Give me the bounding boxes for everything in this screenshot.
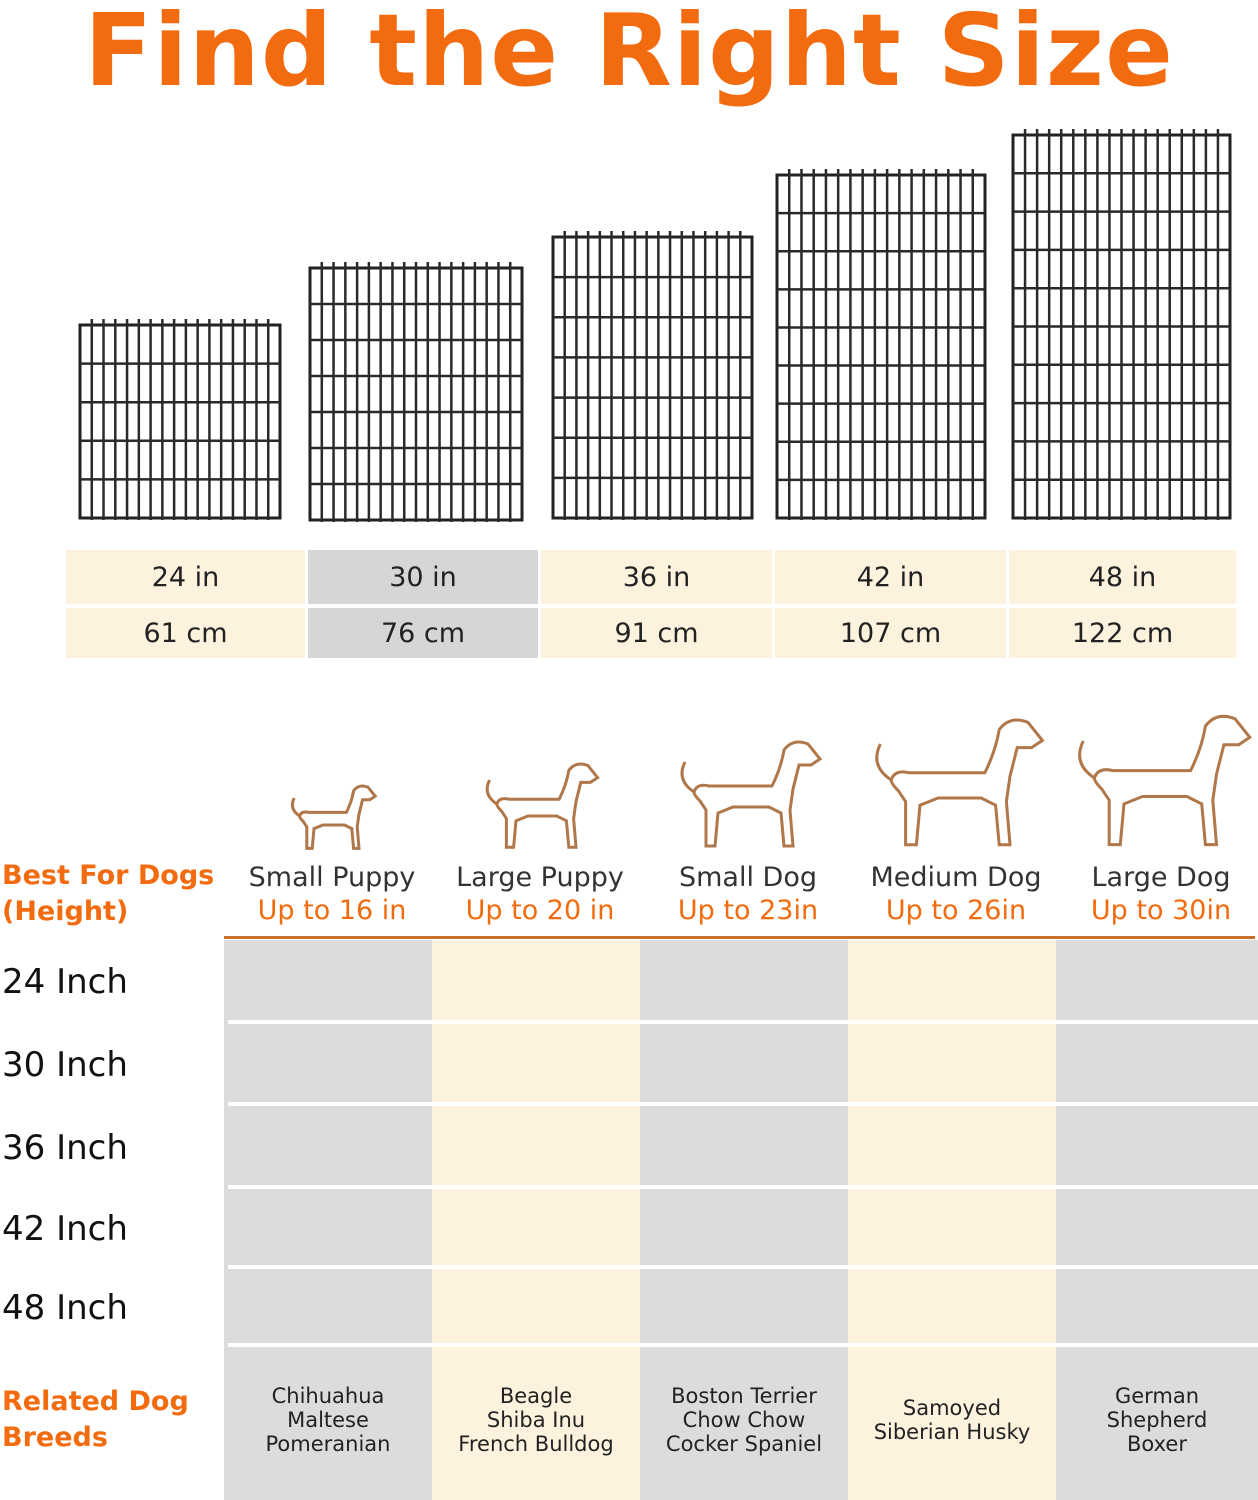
breed-name: Shepherd xyxy=(1106,1408,1208,1432)
dog-height: Up to 30in xyxy=(1090,895,1232,926)
breed-list: Boston Terrier Chow Chow Cocker Spaniel xyxy=(640,1347,848,1493)
breed-name: Beagle xyxy=(499,1384,573,1408)
dog-name: Small Puppy xyxy=(248,862,416,893)
breed-name: Boston Terrier xyxy=(671,1384,817,1408)
size-cm: 91 cm xyxy=(541,608,772,658)
header-label: (Height) xyxy=(2,896,129,927)
row-separator xyxy=(228,1343,1258,1347)
breed-list: Samoyed Siberian Husky xyxy=(848,1347,1056,1493)
row-label: 24 Inch xyxy=(2,962,128,1002)
size-inches: 48 in xyxy=(1009,550,1236,604)
breeds-label: Breeds xyxy=(2,1422,108,1453)
row-separator xyxy=(228,1265,1258,1269)
dog-height: Up to 20 in xyxy=(465,895,615,926)
dog-icon xyxy=(1078,714,1252,847)
row-label: 42 Inch xyxy=(2,1209,128,1249)
dog-icon xyxy=(290,784,378,850)
size-cm: 122 cm xyxy=(1009,608,1236,658)
dog-name: Large Dog xyxy=(1091,862,1231,893)
dog-name: Large Puppy xyxy=(456,862,624,893)
dog-name: Medium Dog xyxy=(870,862,1042,893)
size-cm: 76 cm xyxy=(308,608,538,658)
pen-frame xyxy=(551,235,754,520)
breed-name: Boxer xyxy=(1127,1432,1187,1456)
dog-icon xyxy=(485,762,600,849)
breed-name: Siberian Husky xyxy=(873,1420,1031,1444)
dog-icon xyxy=(875,718,1045,847)
row-label: 48 Inch xyxy=(2,1288,128,1328)
size-cm: 107 cm xyxy=(775,608,1006,658)
column-bg xyxy=(224,940,432,1500)
breeds-label: Related Dog xyxy=(2,1386,189,1417)
dog-height: Up to 26in xyxy=(885,895,1027,926)
header-rule xyxy=(224,936,1255,939)
dog-height: Up to 23in xyxy=(677,895,819,926)
row-separator xyxy=(228,1020,1258,1024)
column-bg xyxy=(848,940,1056,1500)
breed-list: German Shepherd Boxer xyxy=(1056,1347,1258,1493)
breed-name: Samoyed xyxy=(902,1396,1002,1420)
dog-icon xyxy=(680,740,823,848)
column-bg xyxy=(432,940,640,1500)
column-bg xyxy=(1056,940,1258,1500)
row-label: 36 Inch xyxy=(2,1127,128,1168)
size-inches: 24 in xyxy=(66,550,305,604)
breed-name: Pomeranian xyxy=(265,1432,391,1456)
size-inches: 42 in xyxy=(775,550,1006,604)
dog-height: Up to 16 in xyxy=(257,895,407,926)
pen-frame xyxy=(78,323,282,520)
breed-list: Beagle Shiba Inu French Bulldog xyxy=(432,1347,640,1493)
breed-name: Chihuahua xyxy=(271,1384,385,1408)
row-separator xyxy=(228,1185,1258,1189)
breed-name: Chow Chow xyxy=(682,1408,806,1432)
breed-name: French Bulldog xyxy=(458,1432,614,1456)
title: Find the Right Size xyxy=(84,0,1174,109)
size-cm: 61 cm xyxy=(66,608,305,658)
dog-name: Small Dog xyxy=(678,862,818,893)
size-inches: 30 in xyxy=(308,550,538,604)
breed-name: Cocker Spaniel xyxy=(665,1432,823,1456)
column-bg xyxy=(640,940,848,1500)
breed-name: Shiba Inu xyxy=(486,1408,586,1432)
pen-frame xyxy=(775,173,987,520)
row-label: 30 Inch xyxy=(2,1045,128,1085)
size-inches: 36 in xyxy=(541,550,772,604)
row-separator xyxy=(228,1102,1258,1106)
breed-list: Chihuahua Maltese Pomeranian xyxy=(224,1347,432,1493)
breed-name: Maltese xyxy=(287,1408,369,1432)
header-label: Best For Dogs xyxy=(2,860,215,891)
breed-name: German xyxy=(1114,1384,1200,1408)
